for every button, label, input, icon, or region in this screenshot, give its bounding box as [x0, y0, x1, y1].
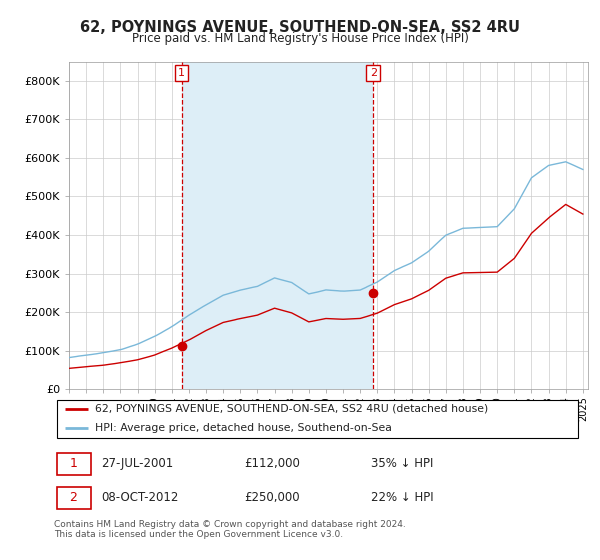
Text: 27-JUL-2001: 27-JUL-2001	[101, 458, 174, 470]
Text: Contains HM Land Registry data © Crown copyright and database right 2024.
This d: Contains HM Land Registry data © Crown c…	[54, 520, 406, 539]
Text: 2: 2	[70, 491, 77, 504]
Text: 22% ↓ HPI: 22% ↓ HPI	[371, 491, 433, 504]
Text: 62, POYNINGS AVENUE, SOUTHEND-ON-SEA, SS2 4RU (detached house): 62, POYNINGS AVENUE, SOUTHEND-ON-SEA, SS…	[95, 404, 488, 414]
Text: £112,000: £112,000	[244, 458, 300, 470]
FancyBboxPatch shape	[56, 400, 578, 437]
FancyBboxPatch shape	[56, 487, 91, 508]
Bar	[182, 62, 373, 389]
Text: HPI: Average price, detached house, Southend-on-Sea: HPI: Average price, detached house, Sout…	[95, 423, 392, 433]
Text: Price paid vs. HM Land Registry's House Price Index (HPI): Price paid vs. HM Land Registry's House …	[131, 32, 469, 45]
Text: 1: 1	[178, 68, 185, 78]
Text: £250,000: £250,000	[244, 491, 300, 504]
Text: 62, POYNINGS AVENUE, SOUTHEND-ON-SEA, SS2 4RU: 62, POYNINGS AVENUE, SOUTHEND-ON-SEA, SS…	[80, 20, 520, 35]
FancyBboxPatch shape	[56, 453, 91, 475]
Text: 08-OCT-2012: 08-OCT-2012	[101, 491, 179, 504]
Text: 35% ↓ HPI: 35% ↓ HPI	[371, 458, 433, 470]
Text: 2: 2	[370, 68, 377, 78]
Text: 1: 1	[70, 458, 77, 470]
